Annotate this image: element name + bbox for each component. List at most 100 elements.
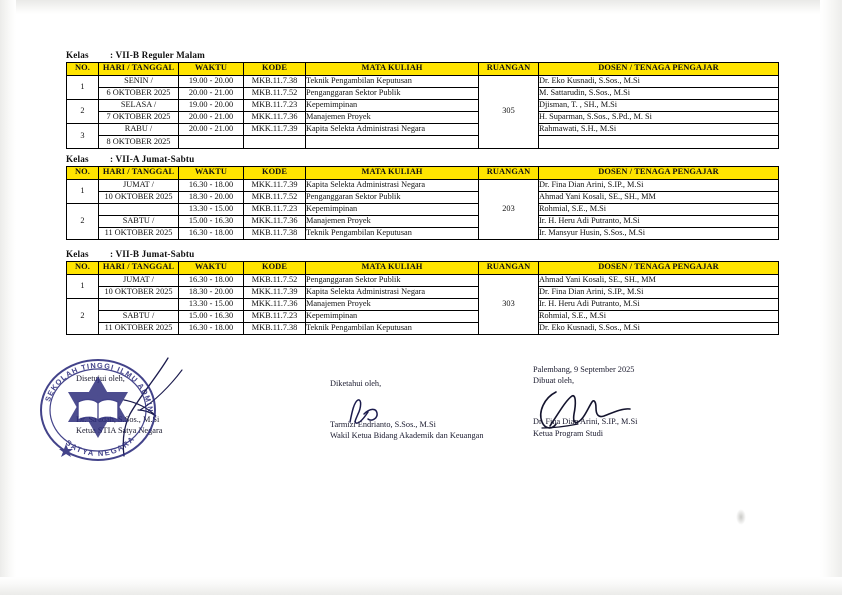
cell-dosen: Djisman, T. , SH., M.Si bbox=[538, 98, 779, 113]
col-waktu: WAKTU bbox=[178, 62, 244, 76]
col-kode: KODE bbox=[243, 261, 306, 275]
table-row: 1 JUMAT / 16.30 - 18.00 MKB.11.7.52 Peng… bbox=[66, 273, 779, 336]
cell-dosen: Ir. H. Heru Adi Putranto, M.Si bbox=[538, 215, 779, 229]
cell-mk: Kepemimpinan bbox=[305, 98, 479, 113]
cell-kode: MKB.11.7.52 bbox=[243, 190, 306, 204]
table-row: 2 13.30 - 15.00 MKB.11.7.23 Kepemimpinan… bbox=[66, 202, 779, 241]
col-kode: KODE bbox=[243, 62, 306, 76]
cell-waktu: 19.00 - 20.00 bbox=[178, 98, 244, 113]
scan-edge-bottom bbox=[0, 577, 842, 595]
cell-no: 2 bbox=[66, 297, 99, 336]
table-row: 10 OKTOBER 2025 18.30 - 20.00 MKK.11.7.3… bbox=[67, 285, 779, 299]
kelas-line-3: Kelas: VII-B Jumat-Sabtu bbox=[66, 249, 779, 259]
cell-waktu: 16.30 - 18.00 bbox=[178, 273, 244, 287]
cell-waktu: 16.30 - 18.00 bbox=[178, 178, 244, 192]
cell-dosen: Ir. H. Heru Adi Putranto, M.Si bbox=[538, 297, 779, 312]
cell-mk: Kapita Selekta Administrasi Negara bbox=[305, 178, 479, 192]
table-row: SABTU / 15.00 - 16.30 MKB.11.7.23 Kepemi… bbox=[67, 310, 779, 324]
table-header-row: NO. HARI / TANGGAL WAKTU KODE MATA KULIA… bbox=[66, 261, 779, 275]
cell-waktu: 19.00 - 20.00 bbox=[178, 74, 244, 88]
scan-edge-top bbox=[0, 0, 842, 14]
col-mk: MATA KULIAH bbox=[305, 62, 479, 76]
kelas-value-2: : VII-A Jumat-Sabtu bbox=[110, 154, 195, 164]
table-row: 7 OKTOBER 2025 20.00 - 21.00 MKK.11.7.36… bbox=[67, 111, 779, 125]
scan-edge-right bbox=[820, 0, 842, 595]
cell-waktu bbox=[178, 135, 244, 149]
signature-block-right: Palembang, 9 September 2025 Dibuat oleh,… bbox=[533, 364, 637, 439]
cell-dosen: Dr. Eko Kusnadi, S.Sos., M.Si bbox=[538, 322, 779, 336]
cell-hari: 7 OKTOBER 2025 bbox=[98, 111, 179, 125]
cell-mk: Penganggaran Sektor Publik bbox=[305, 190, 479, 204]
table-row: 1 JUMAT / 16.30 - 18.00 MKK.11.7.39 Kapi… bbox=[66, 178, 779, 241]
col-ruangan: RUANGAN bbox=[478, 62, 539, 76]
kelas-line-1: Kelas: VII-B Reguler Malam bbox=[66, 50, 779, 60]
signature-date-right: Palembang, 9 September 2025 bbox=[533, 365, 635, 374]
cell-no: 2 bbox=[66, 98, 99, 125]
cell-waktu: 20.00 - 21.00 bbox=[178, 123, 244, 137]
cell-hari bbox=[98, 202, 179, 217]
col-ruangan: RUANGAN bbox=[478, 166, 539, 180]
cell-hari bbox=[98, 297, 179, 312]
scan-edge-left bbox=[0, 0, 16, 595]
cell-waktu: 18.30 - 20.00 bbox=[178, 190, 244, 204]
cell-waktu: 13.30 - 15.00 bbox=[178, 202, 244, 217]
schedule-block-3: Kelas: VII-B Jumat-Sabtu NO. HARI / TANG… bbox=[66, 249, 779, 336]
col-no: NO. bbox=[66, 261, 99, 275]
schedule-table-2: NO. HARI / TANGGAL WAKTU KODE MATA KULIA… bbox=[66, 166, 779, 241]
kelas-label-1: Kelas bbox=[66, 50, 89, 60]
cell-waktu: 13.30 - 15.00 bbox=[178, 297, 244, 312]
table-row: 11 OKTOBER 2025 16.30 - 18.00 MKB.11.7.3… bbox=[67, 227, 779, 241]
signature-intro-left: Disetujui oleh, bbox=[76, 374, 125, 383]
signature-name-right: Dr. Fina Dian Arini, S.IP., M.Si bbox=[533, 417, 638, 427]
cell-kode: MKB.11.7.52 bbox=[243, 273, 306, 287]
col-no: NO. bbox=[66, 166, 99, 180]
cell-hari: RABU / bbox=[98, 123, 179, 137]
cell-dosen: Rohmial, S.E., M.Si bbox=[538, 202, 779, 217]
table-row: 2 13.30 - 15.00 MKK.11.7.36 Manajemen Pr… bbox=[66, 297, 779, 336]
cell-hari: 10 OKTOBER 2025 bbox=[98, 285, 179, 299]
cell-kode: MKB.11.7.23 bbox=[243, 310, 306, 324]
official-stamp: SEKOLAH TINGGI ILMU ADMINISTRASI SATYA N… bbox=[36, 358, 156, 461]
cell-kode: MKB.11.7.38 bbox=[243, 322, 306, 336]
col-hari: HARI / TANGGAL bbox=[98, 166, 179, 180]
cell-hari: SELASA / bbox=[98, 98, 179, 113]
table-row: 8 OKTOBER 2025 bbox=[67, 135, 779, 149]
cell-waktu: 16.30 - 18.00 bbox=[178, 227, 244, 241]
cell-hari: SENIN / bbox=[98, 74, 179, 88]
cell-hari: 8 OKTOBER 2025 bbox=[98, 135, 179, 149]
cell-waktu: 18.30 - 20.00 bbox=[178, 285, 244, 299]
signature-role-right: Ketua Program Studi bbox=[533, 428, 604, 438]
cell-no: 1 bbox=[66, 273, 99, 299]
table-header-row: NO. HARI / TANGGAL WAKTU KODE MATA KULIA… bbox=[66, 62, 779, 76]
cell-dosen: Dr. Eko Kusnadi, S.Sos., M.Si bbox=[538, 74, 779, 88]
cell-mk bbox=[305, 135, 479, 149]
col-dosen: DOSEN / TENAGA PENGAJAR bbox=[538, 62, 779, 76]
col-kode: KODE bbox=[243, 166, 306, 180]
kelas-line-2: Kelas: VII-A Jumat-Sabtu bbox=[66, 154, 779, 164]
cell-no: 3 bbox=[66, 123, 99, 149]
cell-dosen bbox=[538, 135, 779, 149]
cell-mk: Manajemen Proyek bbox=[305, 111, 479, 125]
signature-role-left: Ketua STIA Satya Negara bbox=[76, 426, 163, 436]
table-row: 1 SENIN / 19.00 - 20.00 MKB.11.7.38 Tekn… bbox=[66, 74, 779, 149]
cell-kode: MKB.11.7.23 bbox=[243, 202, 306, 217]
cell-kode: MKK.11.7.39 bbox=[243, 123, 306, 137]
cell-mk: Kepemimpinan bbox=[305, 202, 479, 217]
cell-hari: JUMAT / bbox=[98, 273, 179, 287]
table-row: 2 SELASA / 19.00 - 20.00 MKB.11.7.23 Kep… bbox=[66, 98, 779, 125]
cell-ruangan: 305 bbox=[478, 74, 539, 149]
table-row: 11 OKTOBER 2025 16.30 - 18.00 MKB.11.7.3… bbox=[67, 322, 779, 336]
cell-hari: 11 OKTOBER 2025 bbox=[98, 227, 179, 241]
cell-hari: JUMAT / bbox=[98, 178, 179, 192]
table-row: 10 OKTOBER 2025 18.30 - 20.00 MKB.11.7.5… bbox=[67, 190, 779, 204]
signature-intro-center: Diketahui oleh, bbox=[330, 379, 382, 388]
schedule-table-3: NO. HARI / TANGGAL WAKTU KODE MATA KULIA… bbox=[66, 261, 779, 336]
cell-kode: MKK.11.7.36 bbox=[243, 215, 306, 229]
col-mk: MATA KULIAH bbox=[305, 261, 479, 275]
cell-mk: Penganggaran Sektor Publik bbox=[305, 273, 479, 287]
cell-mk: Manajemen Proyek bbox=[305, 297, 479, 312]
cell-dosen: Ahmad Yani Kosali, SE., SH., MM bbox=[538, 190, 779, 204]
scan-smudge bbox=[736, 509, 746, 525]
cell-dosen: Dr. Fina Dian Arini, S.IP., M.Si bbox=[538, 285, 779, 299]
